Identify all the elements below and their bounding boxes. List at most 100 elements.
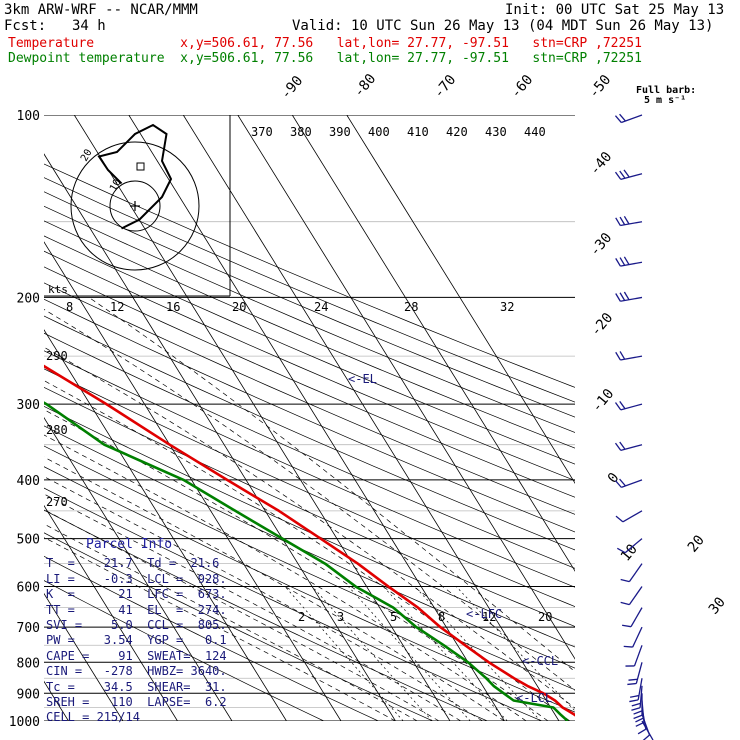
theta-e-label: 430 bbox=[485, 125, 507, 139]
parcel-info-row: SREH = 110 LAPSE= 6.2 bbox=[46, 695, 227, 710]
wind-barb-flag bbox=[619, 401, 626, 410]
dry-adiabat-line bbox=[44, 205, 575, 433]
pressure-axis: 100 200 300 400 500 600 700 800 900 1000 bbox=[9, 109, 40, 730]
dry-adiabat-line bbox=[44, 298, 575, 533]
dry-adiabat-line bbox=[44, 580, 324, 721]
wind-barb-flag bbox=[614, 402, 622, 411]
isotherm-line bbox=[237, 115, 575, 660]
level-annotation: <-CCL bbox=[522, 654, 558, 668]
moist-adiabat-line bbox=[44, 380, 571, 721]
isotherm-line bbox=[44, 417, 233, 721]
wind-barb-flag bbox=[628, 678, 638, 681]
dry-adiabat-line bbox=[44, 445, 575, 691]
hodograph-trace bbox=[97, 123, 173, 230]
isotherm-line bbox=[0, 115, 14, 721]
wind-barb bbox=[620, 173, 643, 181]
barb-legend-title: Full barb: bbox=[636, 85, 696, 96]
barb-legend-units: 5 m s⁻¹ bbox=[644, 95, 686, 106]
level-annotation: <-LCL bbox=[516, 691, 552, 705]
wind-barb-flag bbox=[623, 169, 630, 178]
dry-adiabat-line bbox=[44, 386, 575, 627]
isotherm-line bbox=[44, 592, 124, 721]
mixing-ratio-label: 12 bbox=[482, 610, 496, 624]
wind-barb-flag bbox=[619, 478, 626, 487]
theta-e-label: 440 bbox=[524, 125, 546, 139]
parcel-info-panel: Parcel Info T = 21.7 Td = 21.6 LI = -0.3 … bbox=[46, 537, 238, 726]
wind-barb-flag bbox=[637, 728, 647, 735]
wind-barb bbox=[628, 563, 643, 583]
wind-barb-flag bbox=[619, 351, 626, 360]
dry-adiabat-line bbox=[44, 532, 433, 721]
mixing-ratio-line bbox=[456, 586, 575, 712]
isotherm-label: 20 bbox=[685, 532, 708, 555]
theta-e-label: 380 bbox=[290, 125, 312, 139]
temperature-legend: Temperature x,y=506.61, 77.56 lat,lon= 2… bbox=[8, 36, 642, 51]
wind-barb-flag bbox=[627, 682, 637, 686]
moist-adiabat-line bbox=[44, 536, 396, 721]
dry-adiabat-line bbox=[44, 191, 575, 418]
isotherm-labels: -90 -80 -70 -60 -50 -40 -30 -20 -10 0 10 20 30 bbox=[278, 71, 729, 618]
wind-barb-flag bbox=[642, 734, 650, 740]
wind-barb-flag bbox=[614, 480, 622, 488]
isotherm-label: -40 bbox=[587, 149, 616, 179]
isotherm-line bbox=[73, 115, 451, 721]
wind-barb-flag bbox=[619, 170, 626, 179]
wind-barb-flag bbox=[615, 258, 621, 267]
dry-adiabat-line bbox=[44, 163, 575, 388]
level-annotation: <-EL bbox=[348, 372, 377, 386]
moist-adiabat-line bbox=[44, 409, 549, 721]
pressure-tick-label: 300 bbox=[17, 398, 40, 413]
wind-barb-flag bbox=[622, 624, 632, 628]
dry-adiabat-line bbox=[44, 235, 575, 465]
moist-adiabat-line bbox=[44, 523, 418, 721]
hodograph-speed-label: 28 bbox=[404, 300, 418, 314]
theta-e-label: 410 bbox=[407, 125, 429, 139]
moist-adiabat-line bbox=[44, 308, 575, 691]
parcel-info-row: T = 21.7 Td = 21.6 bbox=[46, 556, 220, 571]
dry-adiabat-line bbox=[44, 487, 542, 721]
wind-barb bbox=[620, 296, 643, 302]
theta-label: 270 bbox=[46, 495, 68, 509]
wind-barb-flag bbox=[615, 217, 621, 226]
dewpoint-legend: Dewpoint temperature x,y=506.61, 77.56 l… bbox=[8, 51, 642, 66]
dry-adiabat-line bbox=[44, 315, 575, 551]
moist-adiabat-line bbox=[44, 509, 440, 721]
wind-barb-flag bbox=[635, 721, 645, 727]
wind-barb-flag bbox=[615, 515, 624, 523]
dry-adiabat-line bbox=[44, 332, 575, 569]
parcel-info-row: CIN = -278 HWBZ= 3640. bbox=[46, 664, 227, 679]
level-annotations: <-EL <-LFC <-CCL <-LCL bbox=[348, 372, 558, 705]
isotherm-line bbox=[44, 329, 287, 721]
wind-barb bbox=[635, 662, 643, 684]
moist-adiabat-line bbox=[88, 297, 575, 673]
wind-barb-flag bbox=[619, 216, 626, 226]
temperature-profile bbox=[44, 364, 575, 717]
hodograph-ring bbox=[109, 180, 161, 232]
parcel-info-row: SVI = 5.0 CCL = 805. bbox=[46, 618, 227, 633]
dry-adiabat-line bbox=[44, 466, 575, 713]
theta-e-label: 370 bbox=[251, 125, 273, 139]
isotherm-line bbox=[291, 115, 575, 572]
pressure-tick-label: 600 bbox=[17, 581, 40, 596]
wind-barb-flag bbox=[629, 694, 640, 698]
wind-barb-flag bbox=[615, 351, 621, 361]
mixing-ratio-label: 3 bbox=[337, 610, 344, 624]
wind-barb-flag bbox=[620, 578, 630, 583]
wind-barb-flag bbox=[614, 171, 622, 180]
hodograph-speed-label: 20 bbox=[232, 300, 246, 314]
wind-barb bbox=[620, 221, 643, 227]
dry-adiabat-line bbox=[44, 177, 575, 403]
dry-adiabat-line bbox=[44, 220, 575, 449]
wind-barb-flag bbox=[635, 717, 644, 723]
hodograph-speed-label: 8 bbox=[66, 300, 73, 314]
parcel-info-row: Tc = 34.5 SHEAR= 31. bbox=[46, 679, 227, 694]
isotherm-label: -70 bbox=[431, 72, 460, 102]
parcel-info-row: LI = -0.3 LCL = 928. bbox=[46, 571, 227, 586]
pressure-tick-label: 400 bbox=[17, 474, 40, 489]
hodograph-ring-label: 20 bbox=[79, 148, 95, 164]
wind-barb-flag bbox=[631, 702, 641, 707]
hodograph-speed-label: 32 bbox=[500, 300, 514, 314]
isotherm-label: -90 bbox=[278, 73, 307, 103]
wind-barb-flag bbox=[623, 256, 630, 265]
wind-barb-flag bbox=[616, 547, 626, 554]
